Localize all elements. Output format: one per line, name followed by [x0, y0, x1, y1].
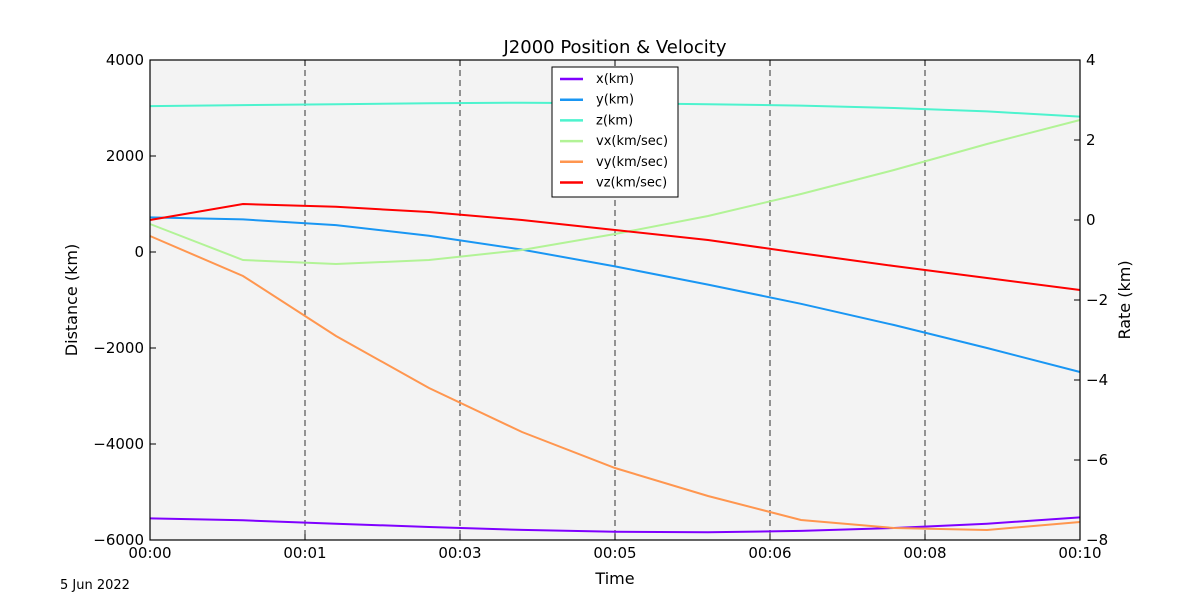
legend-label: z(km): [596, 113, 633, 128]
series-line-y-km-: [149, 216, 1081, 373]
x-axis-ticks: 00:00 00:01 00:03 00:05 00:06 00:08 00:10: [128, 60, 1102, 562]
y-right-tick-label: −6: [1086, 451, 1108, 469]
x-tick-label: 00:01: [283, 544, 326, 562]
y-left-tick-label: 4000: [106, 51, 144, 69]
legend-label: vy(km/sec): [596, 155, 668, 170]
x-tick-label: 00:10: [1058, 544, 1101, 562]
y-right-tick-label: −2: [1086, 291, 1108, 309]
y-left-axis-label: Distance (km): [62, 244, 81, 356]
y-right-tick-label: 4: [1086, 51, 1096, 69]
legend-label: x(km): [596, 72, 634, 87]
y-right-tick-label: −4: [1086, 371, 1108, 389]
x-tick-label: 00:00: [128, 544, 171, 562]
y-right-axis-ticks: 4 2 0 −2 −4 −6 −8: [1074, 51, 1108, 549]
legend-label: vx(km/sec): [596, 134, 668, 149]
x-axis-label: Time: [594, 569, 634, 588]
footer-date: 5 Jun 2022: [60, 578, 130, 593]
y-right-axis-label: Rate (km): [1115, 260, 1134, 339]
series-line-vy-km-sec-: [149, 235, 1081, 532]
y-right-tick-label: 2: [1086, 131, 1096, 149]
legend-box: [551, 66, 679, 198]
y-left-axis-ticks: 4000 2000 0 −2000 −4000 −6000: [93, 51, 156, 549]
y-left-tick-label: −4000: [93, 435, 144, 453]
y-right-tick-label: −8: [1086, 531, 1108, 549]
y-left-tick-label: −6000: [93, 531, 144, 549]
series-line-vz-km-sec-: [149, 202, 1081, 291]
y-left-tick-label: −2000: [93, 339, 144, 357]
x-tick-label: 00:06: [748, 544, 791, 562]
chart-title: J2000 Position & Velocity: [502, 37, 726, 58]
series-lines: [149, 101, 1081, 534]
y-left-tick-label: 2000: [106, 147, 144, 165]
x-tick-label: 00:08: [903, 544, 946, 562]
legend-label: y(km): [596, 93, 634, 108]
x-tick-label: 00:05: [593, 544, 636, 562]
series-line-x-km-: [149, 516, 1081, 534]
series-line-vx-km-sec-: [149, 119, 1081, 266]
legend: x(km) y(km) z(km) vx(km/sec) vy(km/sec) vz(km…: [551, 66, 679, 198]
y-right-tick-label: 0: [1086, 211, 1096, 229]
x-tick-label: 00:03: [438, 544, 481, 562]
legend-label: vz(km/sec): [596, 176, 667, 191]
y-left-tick-label: 0: [134, 243, 144, 261]
